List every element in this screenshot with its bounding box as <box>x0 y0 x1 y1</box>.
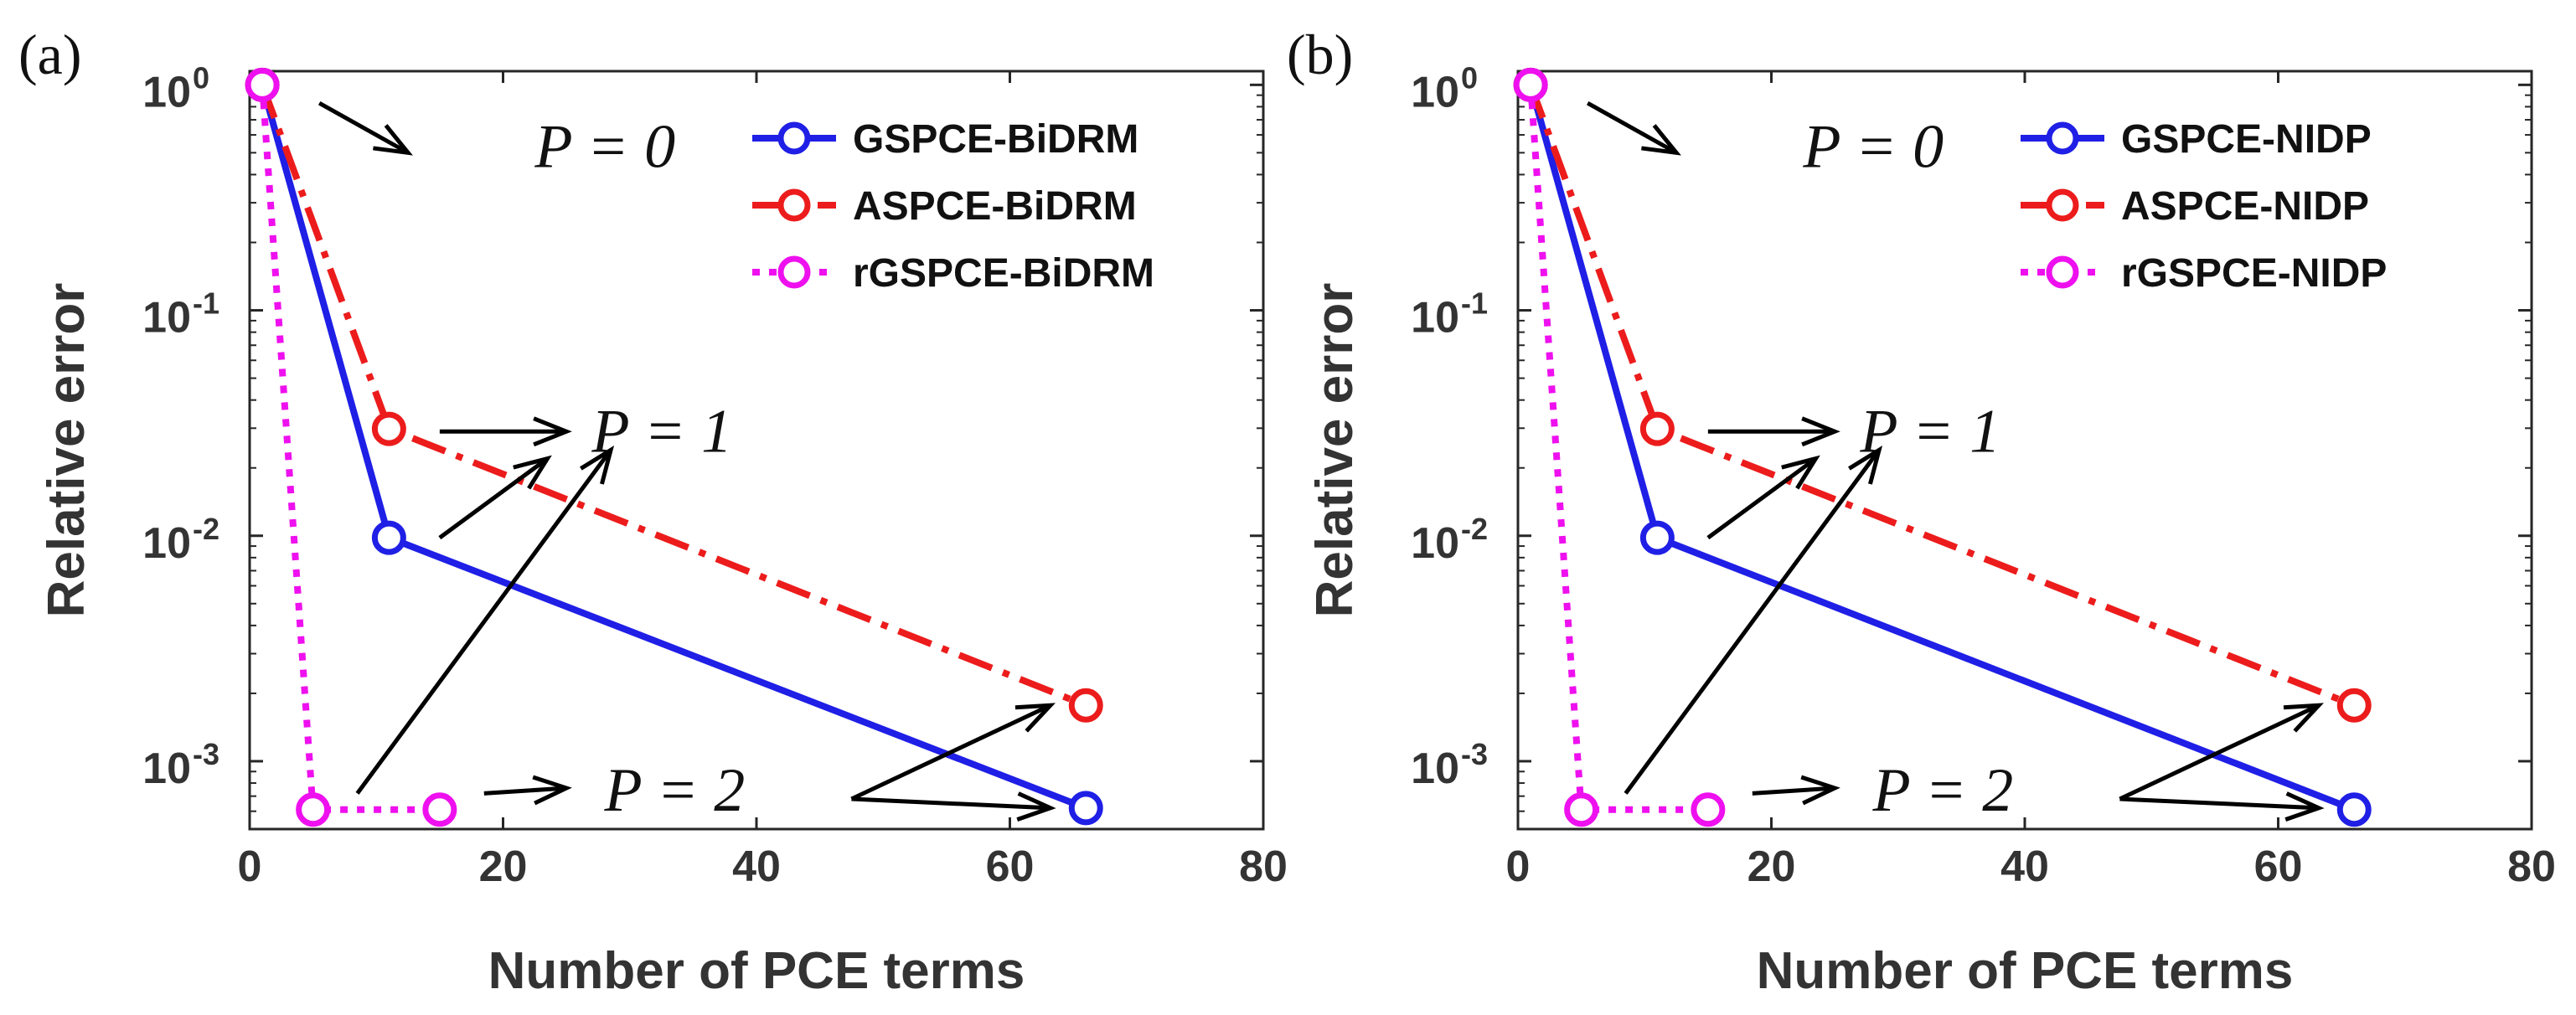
data-point <box>1564 792 1599 827</box>
data-point <box>2336 792 2372 827</box>
legend-marker <box>777 188 811 222</box>
y-tick-label: 10 <box>1411 745 1459 793</box>
x-tick-label: 60 <box>2254 842 2303 891</box>
y-axis-label: Relative error <box>1306 283 1364 618</box>
legend-label: ASPCE-NIDP <box>2121 184 2369 229</box>
y-tick-label: 10 <box>142 745 191 793</box>
data-point <box>296 792 331 827</box>
annotation-arrow-line <box>438 456 549 540</box>
legend-label: rGSPCE-NIDP <box>2121 251 2387 296</box>
annotation-arrow-line <box>1586 100 1678 155</box>
y-tick-exponent: -1 <box>1461 286 1488 321</box>
annotation-arrowhead <box>580 445 615 485</box>
annotation-label: P = 2 <box>604 756 746 825</box>
y-tick-label: 10 <box>142 68 191 116</box>
annotation-arrow-line <box>2119 796 2320 811</box>
annotation-arrowhead <box>533 416 572 447</box>
x-tick-label: 20 <box>479 842 528 891</box>
legend-label: GSPCE-BiDRM <box>853 117 1138 162</box>
annotation-arrow-line <box>1752 786 1835 796</box>
data-point <box>2336 688 2372 723</box>
legend-marker <box>2046 255 2079 289</box>
data-point <box>371 520 406 555</box>
annotation-arrowhead <box>1016 791 1056 822</box>
data-point <box>371 411 406 446</box>
x-tick-label: 60 <box>986 842 1035 891</box>
annotation-arrow-line <box>851 796 1051 811</box>
series-line <box>1527 83 2356 708</box>
x-tick-label: 80 <box>1239 842 1288 891</box>
annotation-arrowhead <box>1848 445 1883 485</box>
annotation-label: P = 0 <box>534 113 675 182</box>
data-point <box>1639 520 1675 555</box>
annotation-arrowhead <box>1781 455 1820 490</box>
data-point <box>1639 411 1675 446</box>
x-axis-label: Number of PCE terms <box>1757 942 2294 1000</box>
panel-label: (b) <box>1287 23 1353 86</box>
y-tick-exponent: -2 <box>193 512 219 546</box>
y-tick-label: 10 <box>1411 294 1459 343</box>
annotation-label: P = 2 <box>1872 756 2014 825</box>
annotation-arrowhead <box>532 775 572 806</box>
annotation-arrow-line <box>1706 456 1817 540</box>
legend-label: ASPCE-BiDRM <box>853 184 1137 229</box>
x-tick-label: 80 <box>2507 842 2556 891</box>
annotation-arrow-line <box>317 100 410 155</box>
annotation-label: P = 1 <box>1859 397 2000 466</box>
annotation-arrowhead <box>2284 791 2325 822</box>
legend-marker <box>2046 188 2079 222</box>
annotation-arrow-line <box>2119 703 2320 801</box>
y-tick-exponent: -1 <box>193 286 219 321</box>
y-tick-label: 10 <box>1411 68 1459 116</box>
annotation-arrowhead <box>1641 124 1681 156</box>
series-line <box>1527 85 1708 813</box>
y-tick-label: 10 <box>1411 519 1459 568</box>
annotation-arrow-line <box>483 786 567 796</box>
legend-marker <box>777 121 811 155</box>
y-tick-exponent: 0 <box>1461 60 1478 95</box>
y-tick-exponent: -3 <box>1461 737 1488 771</box>
y-tick-label: 10 <box>142 519 191 568</box>
y-tick-exponent: -3 <box>193 737 219 771</box>
series-line <box>259 85 440 813</box>
data-point <box>1691 792 1726 827</box>
data-point <box>1068 688 1103 723</box>
annotation-arrowhead <box>513 455 552 490</box>
data-point <box>245 67 280 102</box>
x-tick-label: 40 <box>732 842 781 891</box>
y-axis-label: Relative error <box>38 283 96 618</box>
legend-label: rGSPCE-BiDRM <box>853 251 1154 296</box>
panel-label: (a) <box>18 23 81 86</box>
legend-label: GSPCE-NIDP <box>2121 117 2372 162</box>
annotation-arrowhead <box>1801 416 1840 447</box>
data-point <box>422 792 457 827</box>
series-line <box>259 83 1087 708</box>
y-tick-label: 10 <box>142 294 191 343</box>
annotation-arrowhead <box>1800 775 1840 806</box>
annotation-arrowhead <box>2283 703 2324 733</box>
annotation-arrow-line <box>850 703 1051 801</box>
annotation-arrow-line <box>1624 448 1882 795</box>
data-point <box>1513 67 1548 102</box>
y-tick-exponent: 0 <box>193 60 209 95</box>
annotation-label: P = 0 <box>1802 113 1944 182</box>
x-axis-label: Number of PCE terms <box>488 942 1025 1000</box>
data-point <box>1068 791 1103 826</box>
x-tick-label: 20 <box>1747 842 1796 891</box>
x-tick-label: 0 <box>1506 842 1531 891</box>
annotation-label: P = 1 <box>591 397 732 466</box>
x-tick-label: 40 <box>2000 842 2049 891</box>
x-tick-label: 0 <box>238 842 262 891</box>
legend-marker <box>777 255 811 289</box>
annotation-arrowhead <box>373 124 413 156</box>
annotation-arrow-line <box>355 448 613 795</box>
annotation-arrowhead <box>1014 703 1056 733</box>
y-tick-exponent: -2 <box>1461 512 1488 546</box>
legend-marker <box>2046 121 2079 155</box>
